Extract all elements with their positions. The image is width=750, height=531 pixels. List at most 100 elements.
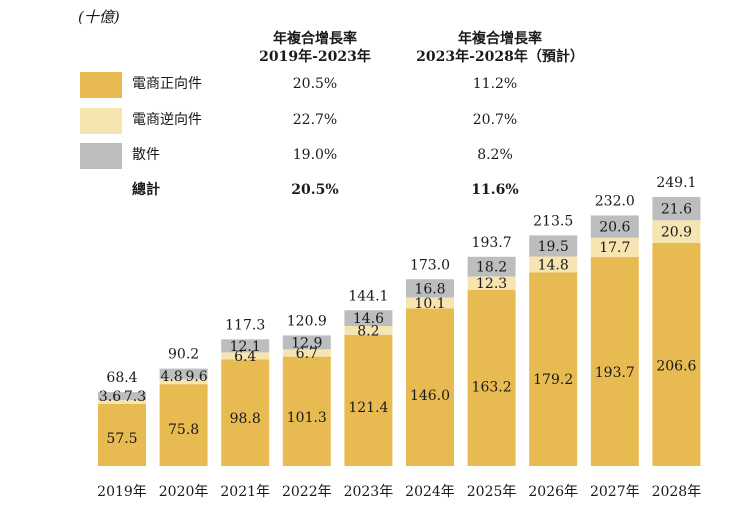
x-tick-8: 2026年 [528, 484, 578, 500]
value-loose-5: 14.6 [353, 311, 384, 327]
value-forward-3: 98.8 [230, 411, 261, 427]
legend-label-forward: 電商正向件 [132, 76, 202, 92]
cagr-fcst-title: 年複合增長率 [458, 31, 542, 47]
value-forward-1: 57.5 [106, 431, 137, 447]
bar-loose-5 [344, 310, 393, 327]
legend-cagr-fcst-loose: 8.2% [477, 147, 513, 163]
value-reverse-9: 17.7 [599, 240, 630, 256]
bar-forward-10 [652, 242, 701, 466]
bar-forward-3 [221, 359, 270, 466]
value-total-8: 213.5 [533, 213, 573, 229]
x-tick-3: 2021年 [220, 484, 270, 500]
x-tick-9: 2027年 [590, 484, 640, 500]
value-loose-4: 12.9 [291, 335, 322, 351]
bar-loose-7 [467, 256, 516, 277]
value-forward-6: 146.0 [410, 388, 450, 404]
bar-loose-4 [282, 335, 331, 350]
bar-reverse-2 [159, 378, 208, 385]
value-loose-1: 7.3 [124, 389, 146, 405]
bar-forward-4 [282, 356, 331, 466]
bar-forward-1 [98, 403, 146, 466]
value-reverse-6: 10.1 [414, 296, 445, 312]
legend-cagr-hist-total: 20.5% [291, 182, 339, 198]
value-reverse-10: 20.9 [661, 225, 692, 241]
legend-cagr-hist-forward: 20.5% [292, 76, 338, 92]
bar-loose-10 [652, 196, 701, 221]
value-forward-5: 121.4 [348, 400, 388, 416]
value-reverse-8: 14.8 [538, 257, 569, 273]
legend-cagr-hist-loose: 19.0% [292, 147, 338, 163]
x-tick-7: 2025年 [467, 484, 517, 500]
value-loose-9: 20.6 [599, 220, 630, 236]
x-tick-1: 2019年 [97, 484, 147, 500]
value-loose-3: 12.1 [230, 339, 261, 355]
value-forward-8: 179.2 [533, 372, 573, 388]
bar-reverse-3 [221, 352, 270, 360]
legend-label-total: 總計 [132, 182, 160, 198]
value-reverse-5: 8.2 [357, 323, 379, 339]
value-forward-2: 75.8 [168, 422, 199, 438]
bar-forward-2 [159, 384, 208, 466]
bar-forward-9 [590, 256, 639, 466]
value-total-7: 193.7 [472, 235, 512, 251]
bar-reverse-5 [344, 326, 393, 335]
cagr-fcst-header: 年複合增長率 2023年-2028年（預計） [405, 30, 595, 66]
bar-reverse-7 [467, 276, 516, 290]
bar-forward-6 [406, 308, 454, 466]
value-total-9: 232.0 [595, 193, 635, 209]
unit-label: (十億) [78, 8, 120, 26]
bar-reverse-4 [282, 349, 331, 357]
x-tick-4: 2022年 [282, 484, 332, 500]
cagr-hist-header: 年複合增長率 2019年-2023年 [245, 30, 385, 66]
value-forward-10: 206.6 [656, 359, 696, 375]
value-reverse-1: 3.6 [99, 389, 121, 405]
bar-loose-1 [98, 392, 146, 401]
x-tick-2: 2020年 [159, 484, 209, 500]
value-total-1: 68.4 [106, 370, 137, 386]
x-tick-5: 2023年 [344, 484, 394, 500]
value-forward-7: 163.2 [472, 380, 512, 396]
value-total-5: 144.1 [348, 288, 388, 304]
value-reverse-2: 4.8 [160, 369, 182, 385]
value-total-10: 249.1 [656, 175, 696, 191]
legend-swatch-loose [80, 143, 122, 169]
value-loose-8: 19.5 [538, 239, 569, 255]
value-reverse-3: 6.4 [234, 349, 256, 365]
legend-cagr-fcst-forward: 11.2% [472, 76, 518, 92]
legend-label-loose: 散件 [132, 147, 160, 163]
x-tick-10: 2028年 [652, 484, 702, 500]
legend-cagr-fcst-reverse: 20.7% [472, 112, 518, 128]
bar-reverse-9 [590, 237, 639, 257]
value-total-4: 120.9 [287, 313, 327, 329]
value-loose-7: 18.2 [476, 260, 507, 276]
value-forward-9: 193.7 [595, 365, 635, 381]
bar-forward-5 [344, 334, 393, 466]
legend-cagr-fcst-total: 11.6% [471, 182, 519, 198]
value-reverse-7: 12.3 [476, 276, 507, 292]
bar-loose-9 [590, 215, 639, 238]
value-total-6: 173.0 [410, 257, 450, 273]
value-forward-4: 101.3 [287, 410, 327, 426]
bar-forward-8 [529, 272, 578, 466]
legend-swatch-reverse [80, 108, 122, 134]
x-tick-6: 2024年 [405, 484, 455, 500]
cagr-hist-period: 2019年-2023年 [259, 49, 371, 65]
bar-loose-6 [406, 279, 454, 298]
legend-cagr-hist-reverse: 22.7% [292, 112, 338, 128]
value-total-3: 117.3 [225, 317, 265, 333]
value-reverse-4: 6.7 [296, 346, 318, 362]
cagr-fcst-period: 2023年-2028年（預計） [416, 49, 584, 65]
legend-swatch-forward [80, 72, 122, 98]
bar-reverse-1 [98, 400, 146, 404]
value-total-2: 90.2 [168, 347, 199, 363]
bar-loose-8 [529, 235, 578, 257]
value-loose-2: 9.6 [185, 369, 207, 385]
cagr-hist-title: 年複合增長率 [273, 31, 357, 47]
value-loose-10: 21.6 [661, 202, 692, 218]
bar-forward-7 [467, 289, 516, 466]
bar-reverse-8 [529, 256, 578, 273]
bar-loose-2 [159, 368, 208, 379]
bar-reverse-10 [652, 220, 701, 243]
